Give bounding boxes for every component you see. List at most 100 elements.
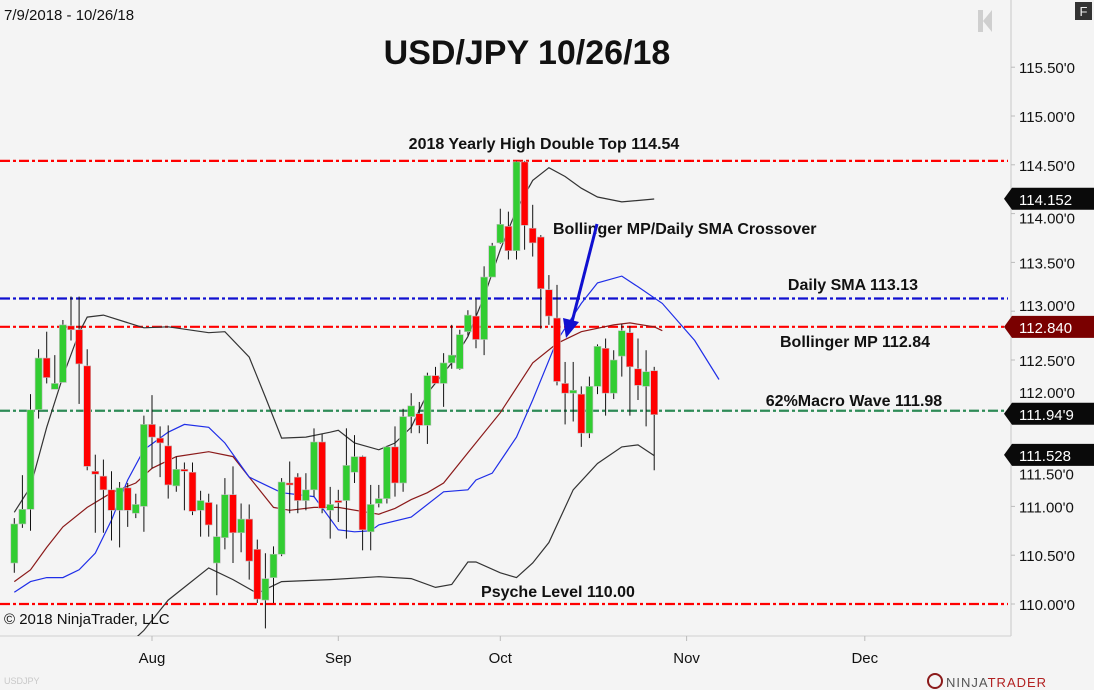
candle-07-30[interactable] [132, 493, 140, 519]
candle-10-25[interactable] [642, 350, 650, 427]
candle-09-20[interactable] [439, 353, 448, 407]
candle-body [107, 489, 116, 511]
candle-07-23[interactable] [91, 454, 100, 533]
candle-09-26[interactable] [472, 298, 480, 349]
candle-07-26[interactable] [115, 482, 124, 548]
chart-title: USD/JPY 10/26/18 [384, 34, 671, 72]
candle-09-12[interactable] [391, 426, 399, 497]
candle-09-27[interactable] [480, 266, 488, 356]
price-tick-label: 115.00'0 [1019, 109, 1075, 126]
candle-09-10[interactable] [374, 484, 383, 508]
candle-08-10[interactable] [204, 493, 213, 537]
macro-wave-label: 62%Macro Wave 111.98 [766, 393, 943, 410]
candle-09-03[interactable] [334, 489, 343, 523]
candle-08-09[interactable] [196, 490, 205, 537]
candle-body [204, 502, 213, 526]
candle-10-05[interactable] [528, 204, 537, 257]
candle-08-15[interactable] [229, 466, 237, 564]
candle-07-13[interactable] [42, 331, 51, 384]
candle-10-22[interactable] [617, 323, 626, 377]
candle-10-19[interactable] [609, 350, 618, 400]
candle-08-21[interactable] [261, 553, 270, 629]
candle-09-04[interactable] [342, 428, 351, 539]
candle-10-16[interactable] [585, 376, 594, 439]
f-button[interactable]: F [1075, 2, 1092, 20]
candle-body [488, 245, 497, 278]
candle-09-13[interactable] [399, 408, 407, 492]
candle-09-25[interactable] [464, 310, 472, 336]
candle-10-11[interactable] [561, 361, 569, 425]
candle-10-18[interactable] [601, 338, 610, 416]
candle-08-13[interactable] [213, 504, 221, 596]
candle-10-23[interactable] [626, 325, 634, 416]
candle-08-24[interactable] [285, 461, 294, 514]
candle-08-29[interactable] [310, 428, 318, 497]
candle-10-24[interactable] [634, 338, 642, 401]
candle-08-07[interactable] [180, 462, 189, 511]
candle-08-23[interactable] [277, 478, 286, 557]
candle-09-06[interactable] [358, 455, 367, 551]
candle-08-02[interactable] [156, 426, 164, 478]
candle-08-14[interactable] [221, 478, 229, 550]
candle-07-10[interactable] [18, 475, 27, 528]
candle-10-15[interactable] [577, 386, 586, 447]
candle-07-19[interactable] [75, 296, 83, 404]
candle-body [399, 416, 407, 484]
candle-08-30[interactable] [318, 434, 326, 514]
candle-10-17[interactable] [593, 344, 602, 395]
candle-10-04[interactable] [520, 160, 529, 250]
candle-10-08[interactable] [536, 235, 545, 329]
candle-body [553, 317, 561, 382]
ninjatrader-logo-icon [927, 673, 943, 689]
candle-body [67, 325, 75, 331]
candle-08-17[interactable] [245, 504, 253, 580]
candle-body [277, 481, 286, 555]
candle-09-18[interactable] [423, 372, 432, 444]
candle-body [642, 371, 650, 387]
candle-body [350, 456, 359, 473]
candle-08-16[interactable] [237, 503, 245, 553]
candle-08-31[interactable] [326, 486, 335, 539]
candle-08-20[interactable] [253, 539, 262, 604]
candle-07-31[interactable] [140, 415, 148, 532]
candle-07-11[interactable] [26, 394, 35, 531]
candle-07-25[interactable] [107, 471, 116, 541]
candle-09-21[interactable] [447, 324, 456, 369]
candle-10-26[interactable] [650, 366, 659, 471]
candle-10-03[interactable] [512, 160, 521, 260]
candle-09-19[interactable] [431, 366, 440, 384]
candle-07-17[interactable] [59, 319, 67, 383]
candle-07-09[interactable] [10, 518, 19, 573]
scroll-to-start-button[interactable] [978, 10, 992, 32]
candle-10-02[interactable] [504, 211, 513, 260]
candle-09-28[interactable] [488, 242, 497, 278]
candle-08-03[interactable] [164, 425, 172, 499]
candle-10-12[interactable] [569, 361, 578, 422]
candle-09-24[interactable] [455, 329, 464, 370]
candle-08-28[interactable] [302, 473, 310, 511]
candle-08-06[interactable] [172, 456, 181, 492]
candle-09-11[interactable] [383, 445, 391, 504]
candle-10-10[interactable] [553, 284, 561, 386]
candle-body [310, 441, 318, 491]
bollinger-mp-line [13, 322, 663, 583]
candle-10-01[interactable] [496, 208, 505, 244]
candle-07-24[interactable] [99, 459, 108, 533]
candle-07-27[interactable] [123, 482, 132, 527]
candle-08-01[interactable] [148, 395, 156, 469]
candle-09-05[interactable] [350, 435, 359, 483]
candle-08-08[interactable] [188, 462, 197, 516]
candle-07-12[interactable] [34, 349, 43, 419]
candle-07-16[interactable] [50, 355, 59, 390]
candle-09-07[interactable] [366, 484, 375, 551]
candle-body [261, 578, 270, 601]
candle-body [383, 446, 391, 499]
candle-09-14[interactable] [407, 393, 416, 434]
candle-09-17[interactable] [415, 401, 424, 434]
candle-08-27[interactable] [293, 473, 302, 514]
candle-07-20[interactable] [83, 349, 91, 471]
candle-08-22[interactable] [269, 546, 278, 604]
candle-10-09[interactable] [545, 275, 553, 325]
candle-07-18[interactable] [67, 296, 75, 341]
